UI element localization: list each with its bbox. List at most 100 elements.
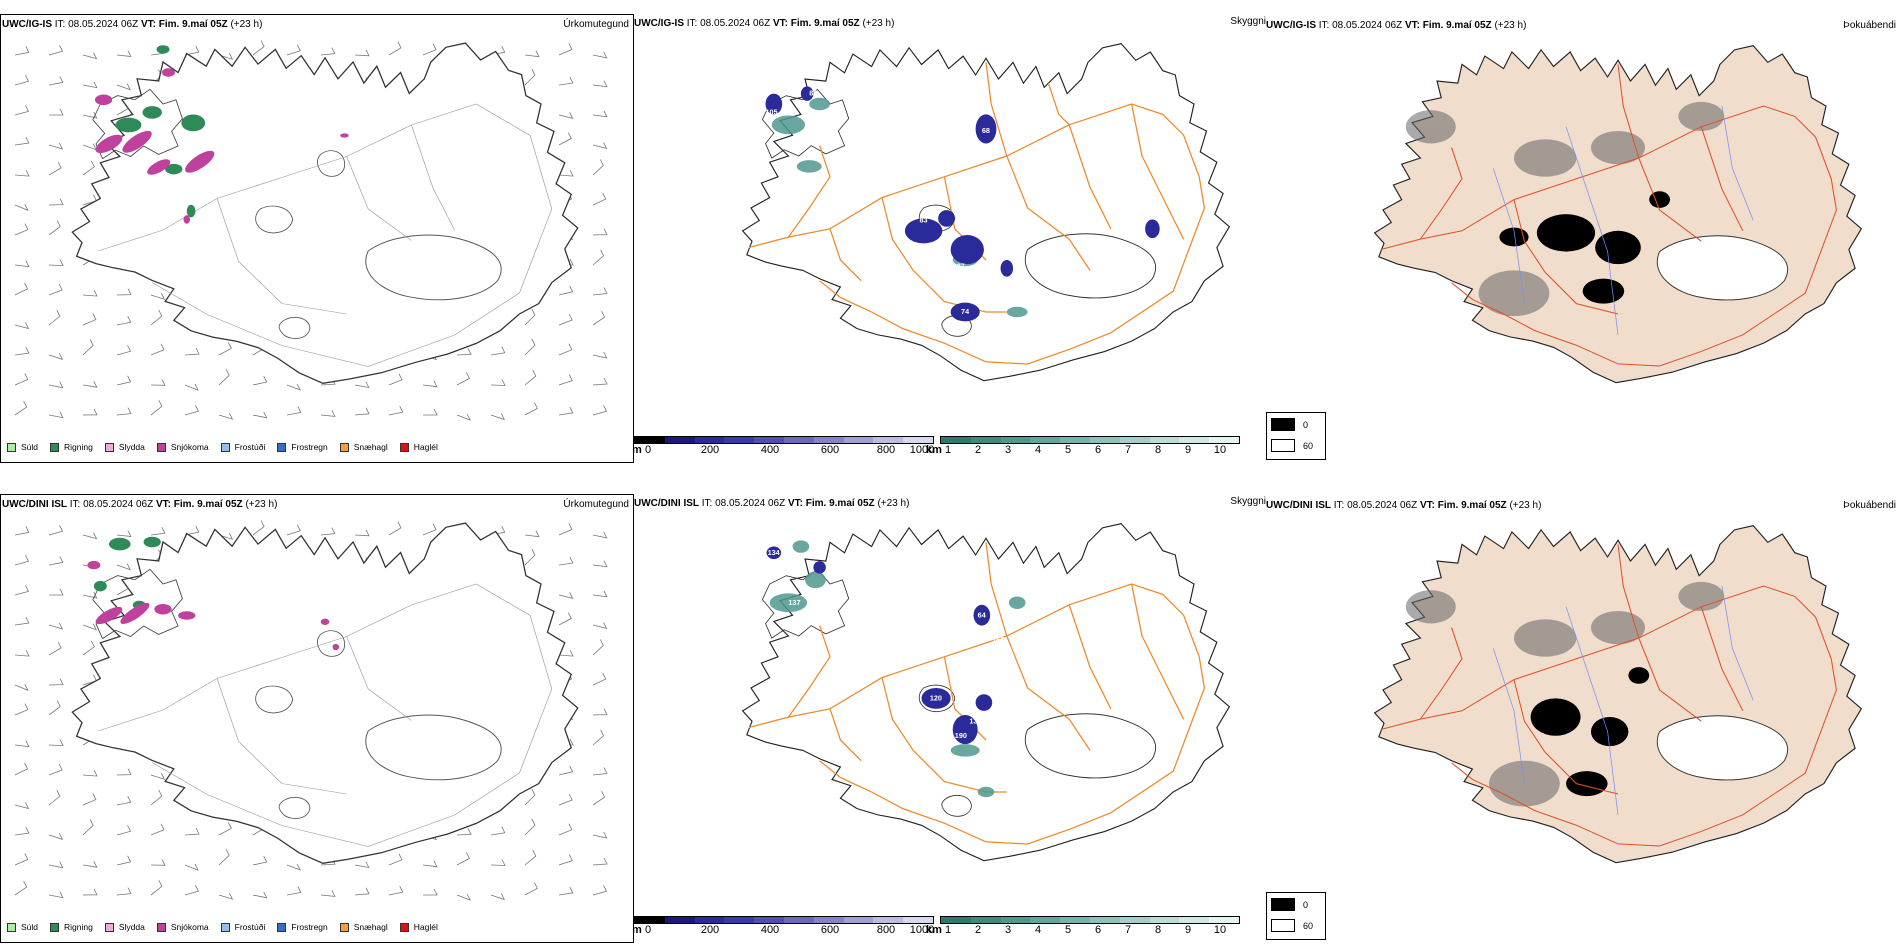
wind-barb bbox=[14, 46, 30, 56]
precip-type-legend: Súld Rigning Slydda Snjókoma Frostúði Fr… bbox=[7, 438, 450, 456]
wind-barb bbox=[82, 532, 98, 540]
legend-item: Slydda bbox=[104, 922, 145, 932]
wind-barb bbox=[252, 891, 268, 899]
legend-swatch bbox=[339, 442, 349, 452]
ceiling-colorbar: m 0 200 400 600 800 1000 bbox=[634, 916, 934, 938]
legend-swatch bbox=[50, 922, 60, 932]
wind-barb bbox=[116, 530, 132, 537]
wind-barb bbox=[456, 413, 471, 421]
wind-barb bbox=[218, 412, 234, 420]
panel-title: Skyggni bbox=[1230, 496, 1266, 507]
ceiling-labels: 134 137 64 168 120 190 133 bbox=[768, 548, 1005, 740]
wind-barb bbox=[320, 47, 336, 56]
wind-barb bbox=[82, 289, 98, 297]
wind-barb bbox=[456, 852, 470, 866]
wind-barb bbox=[150, 343, 165, 356]
wind-barb bbox=[116, 887, 132, 896]
wind-barb bbox=[14, 223, 29, 236]
low-ceiling-navy bbox=[766, 546, 993, 745]
panel-header: UWC/DINI ISL IT: 08.05.2024 06Z VT: Fim.… bbox=[2, 499, 278, 510]
wind-barb bbox=[14, 703, 29, 716]
wind-barb bbox=[184, 827, 200, 836]
wind-barb bbox=[354, 887, 370, 896]
map-value-label: 168 bbox=[992, 635, 1004, 644]
valid-time: Fim. 9.maí 05Z bbox=[805, 498, 875, 509]
wind-barb bbox=[48, 556, 64, 566]
wind-barb bbox=[456, 348, 472, 356]
legend-swatch bbox=[220, 442, 230, 452]
colorbar-tick: 9 bbox=[1184, 444, 1192, 456]
wind-barb bbox=[14, 802, 30, 810]
wind-barb bbox=[592, 351, 608, 359]
wind-barb bbox=[286, 383, 301, 391]
visibility-colorbar: km 1 2 3 4 5 6 7 8 9 10 bbox=[926, 436, 1240, 458]
precip-type-legend: Súld Rigning Slydda Snjókoma Frostúði Fr… bbox=[7, 918, 450, 936]
rivers bbox=[1492, 105, 1754, 335]
wind-barb bbox=[82, 888, 98, 896]
wind-barb bbox=[116, 50, 132, 57]
panel-header: UWC/IG-IS IT: 08.05.2024 06Z VT: Fim. 9.… bbox=[634, 18, 895, 29]
lead-time: (+23 h) bbox=[877, 498, 910, 509]
fog-index-map bbox=[1374, 45, 1862, 384]
wind-barb bbox=[558, 374, 573, 386]
wind-barb bbox=[286, 406, 302, 416]
wind-barb bbox=[592, 885, 608, 896]
wind-barb bbox=[82, 640, 95, 656]
wind-barb bbox=[218, 342, 232, 356]
wind-barb bbox=[150, 773, 166, 780]
colorbar-unit: km bbox=[926, 444, 942, 456]
wind-barb bbox=[252, 855, 268, 866]
wind-barb bbox=[14, 616, 30, 626]
colorbar-unit: km bbox=[926, 924, 942, 936]
colorbar-fill bbox=[634, 916, 934, 924]
panel-title: Úrkomutegund bbox=[563, 499, 629, 510]
wind-barb bbox=[48, 198, 64, 206]
wind-barb bbox=[82, 793, 97, 806]
colorbar-tick: 4 bbox=[1034, 924, 1042, 936]
legend-swatch bbox=[7, 442, 16, 452]
fog-legend-swatch bbox=[1271, 919, 1295, 932]
legend-swatch bbox=[399, 442, 409, 452]
wind-barb bbox=[388, 885, 404, 896]
fog-legend-row2: 0 60 bbox=[1266, 892, 1326, 940]
map-value-label: 74 bbox=[961, 307, 969, 316]
wind-barb bbox=[422, 523, 437, 536]
visibility-panel-row1: UWC/IG-IS IT: 08.05.2024 06Z VT: Fim. 9.… bbox=[634, 14, 1266, 464]
roads bbox=[748, 62, 1206, 365]
colorbar-tick: 200 bbox=[700, 444, 720, 456]
wind-barb bbox=[48, 739, 64, 747]
legend-swatch bbox=[339, 922, 349, 932]
init-time: 08.05.2024 06Z bbox=[68, 19, 139, 30]
map-value-label: 120 bbox=[930, 693, 942, 702]
fog-legend-item: 0 bbox=[1271, 418, 1308, 431]
colorbar-tick: 3 bbox=[1004, 924, 1012, 936]
colorbar-fill bbox=[940, 916, 1240, 924]
wind-barb bbox=[14, 827, 30, 836]
panel-title: Þokuábendi bbox=[1843, 500, 1896, 511]
wind-barb bbox=[218, 53, 234, 60]
wind-barb bbox=[592, 405, 608, 416]
legend-item: Snæhagl bbox=[339, 442, 388, 452]
roads bbox=[98, 583, 553, 847]
lead-time: (+23 h) bbox=[1494, 20, 1527, 31]
wind-barb bbox=[592, 110, 608, 118]
fog-grey bbox=[1405, 101, 1725, 317]
map-value-label: 68 bbox=[982, 126, 990, 135]
legend-swatch bbox=[220, 922, 230, 932]
legend-item: Súld bbox=[7, 442, 38, 452]
model-name: UWC/IG-IS bbox=[634, 18, 684, 29]
wind-barb bbox=[252, 40, 265, 56]
wind-barb bbox=[116, 288, 132, 296]
legend-swatch bbox=[277, 922, 287, 932]
wind-barb bbox=[116, 855, 132, 866]
coastline bbox=[71, 522, 579, 864]
wind-barb bbox=[524, 369, 537, 386]
wind-barb bbox=[388, 521, 402, 536]
wind-barb bbox=[423, 408, 438, 416]
wind-barb bbox=[14, 75, 30, 86]
wind-barb bbox=[48, 700, 61, 716]
wind-barb bbox=[558, 854, 573, 866]
wind-barb bbox=[48, 525, 64, 536]
colorbar-tick: 1000 bbox=[909, 444, 935, 456]
colorbar-unit: m bbox=[634, 444, 642, 456]
